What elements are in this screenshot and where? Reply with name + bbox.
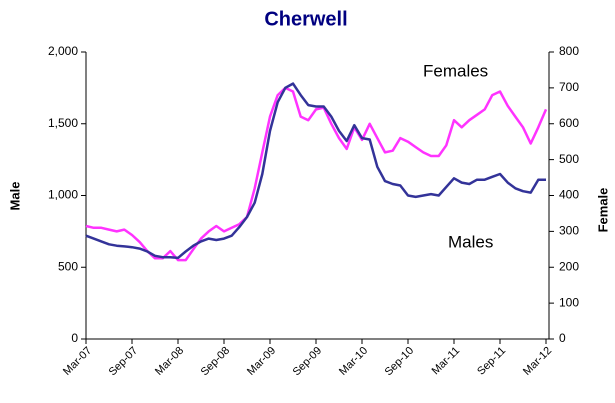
y2-tick-label: 0 (559, 331, 566, 345)
y-tick-label: 2,000 (48, 44, 78, 58)
x-tick-label: Sep-10 (383, 345, 417, 379)
y-tick-label: 1,500 (48, 116, 78, 130)
series-line (85, 82, 546, 260)
x-tick-label: Mar-12 (521, 345, 554, 378)
y-tick-label: 0 (71, 331, 78, 345)
x-tick-label: Mar-07 (61, 345, 94, 378)
chart-title: Cherwell (264, 8, 347, 30)
x-tick-label: Sep-07 (107, 345, 141, 379)
annotation: Males (448, 232, 493, 251)
x-tick-label: Sep-08 (199, 345, 233, 379)
y-tick-label: 500 (58, 259, 78, 273)
x-tick-label: Mar-08 (153, 345, 186, 378)
y-tick-label: 1,000 (48, 188, 78, 202)
annotation: Females (423, 61, 488, 80)
y2-axis-title: Female (595, 188, 610, 233)
x-tick-label: Sep-09 (291, 345, 325, 379)
y2-tick-label: 300 (559, 224, 579, 238)
y-axis-title: Male (7, 182, 22, 211)
x-tick-label: Sep-11 (475, 345, 508, 378)
y2-tick-label: 600 (559, 116, 579, 130)
x-tick-label: Mar-09 (245, 345, 278, 378)
y2-tick-label: 800 (559, 44, 579, 58)
y2-tick-label: 200 (559, 259, 579, 273)
y2-tick-label: 400 (559, 188, 579, 202)
y2-tick-label: 700 (559, 80, 579, 94)
x-tick-label: Mar-11 (430, 345, 463, 378)
x-tick-label: Mar-10 (337, 345, 370, 378)
y2-tick-label: 100 (559, 295, 579, 309)
y2-tick-label: 500 (559, 152, 579, 166)
